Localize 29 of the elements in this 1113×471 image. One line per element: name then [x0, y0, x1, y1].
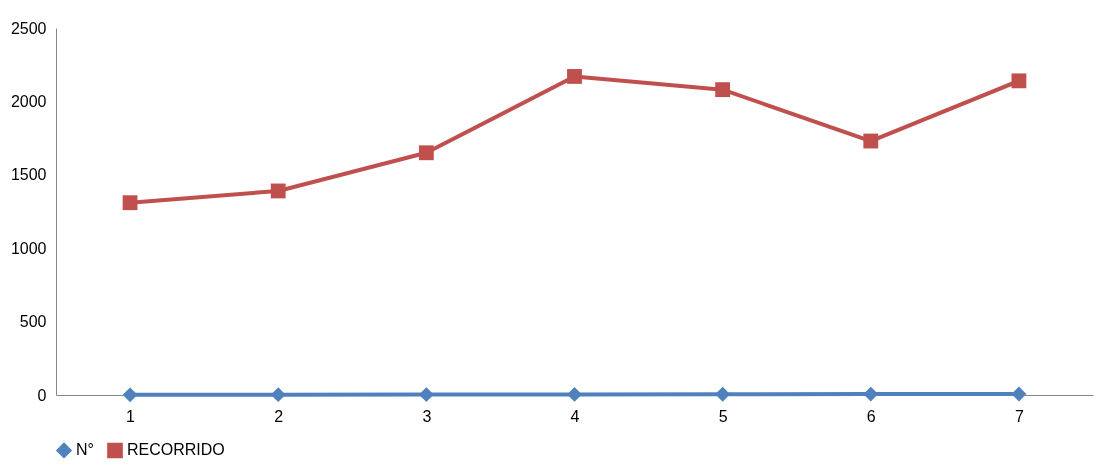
x-tick-label: 6	[866, 407, 876, 425]
legend-label: N°	[76, 441, 94, 459]
x-tick-label: 5	[718, 407, 728, 425]
x-tick-label: 3	[422, 407, 432, 425]
y-tick-label: 1000	[10, 239, 47, 257]
y-tick-label: 0	[37, 386, 47, 404]
y-tick-label: 500	[19, 313, 47, 331]
point	[863, 386, 879, 402]
point	[1011, 386, 1027, 402]
y-tick-label: 1500	[10, 166, 47, 184]
point	[567, 387, 582, 402]
point	[418, 145, 434, 161]
point	[1011, 73, 1027, 89]
point	[567, 69, 582, 84]
point	[270, 183, 286, 199]
point	[122, 195, 138, 211]
x-tick-label: 1	[126, 407, 136, 425]
point	[122, 387, 138, 403]
x-tick-label: 4	[570, 407, 580, 425]
x-tick-label: 2	[274, 407, 284, 425]
point	[715, 386, 731, 402]
point	[418, 387, 434, 402]
x-tick-label: 7	[1014, 407, 1024, 425]
point	[715, 82, 731, 98]
legend-label: RECORRIDO	[127, 441, 225, 459]
point	[270, 387, 286, 403]
y-tick-label: 2500	[10, 19, 47, 37]
point	[863, 133, 879, 149]
y-tick-label: 2000	[10, 92, 47, 110]
